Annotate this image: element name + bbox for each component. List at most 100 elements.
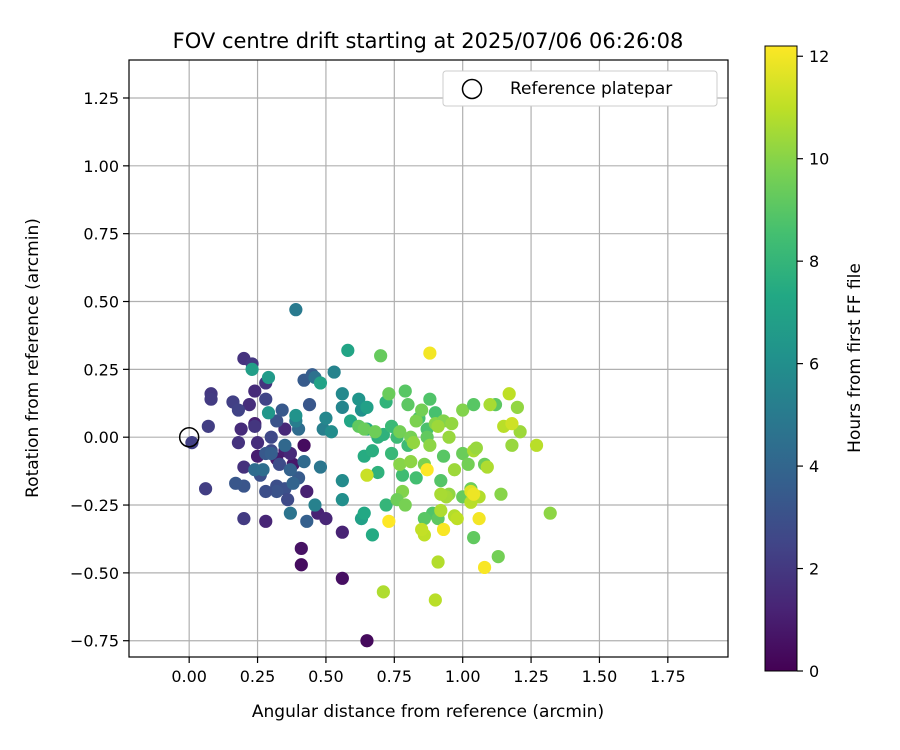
data-point <box>431 555 445 569</box>
colorbar-tick-label: 4 <box>809 457 819 476</box>
data-point <box>491 549 505 564</box>
data-point <box>371 465 385 480</box>
data-point <box>428 406 442 420</box>
legend-label-reference: Reference platepar <box>510 79 672 99</box>
data-point <box>467 398 481 412</box>
data-point <box>467 531 481 545</box>
colorbar-label: Hours from first FF file <box>845 263 865 453</box>
data-point <box>376 585 390 599</box>
legend-marker-reference <box>461 78 483 100</box>
y-tick-label: 0.25 <box>83 360 119 379</box>
data-point <box>300 514 314 528</box>
data-point <box>469 441 483 455</box>
data-point <box>313 460 328 474</box>
data-point <box>543 506 557 520</box>
data-point <box>229 476 243 490</box>
data-point <box>393 425 407 439</box>
x-tick-label: 0.00 <box>171 667 207 686</box>
data-point <box>201 419 215 433</box>
y-axis-label: Rotation from reference (arcmin) <box>23 218 43 498</box>
plot-frame <box>128 59 729 658</box>
data-point <box>283 506 297 520</box>
colorbar-tick-label: 6 <box>809 355 819 374</box>
data-point <box>256 463 270 477</box>
y-tick-label: 0.00 <box>83 428 119 447</box>
x-axis-label: Angular distance from reference (arcmin) <box>252 702 604 722</box>
data-point <box>231 436 246 450</box>
data-point <box>456 446 470 461</box>
data-point <box>472 512 486 526</box>
data-point <box>204 392 218 406</box>
data-point <box>510 400 524 414</box>
data-point <box>248 384 262 398</box>
data-point <box>513 425 527 439</box>
data-point <box>289 303 303 317</box>
data-point <box>278 438 292 452</box>
data-point <box>483 398 497 412</box>
data-point <box>248 419 262 433</box>
data-point <box>480 460 494 474</box>
data-points <box>185 303 557 648</box>
colorbar-tick-label: 12 <box>809 47 829 66</box>
data-point <box>250 436 265 450</box>
data-point <box>297 438 311 452</box>
data-point <box>450 512 464 526</box>
data-point <box>415 522 429 537</box>
data-point <box>434 487 448 501</box>
y-axis: −0.75 −0.50 −0.25 0.00 0.25 0.50 0.75 1.00 1.25 <box>70 89 129 651</box>
data-point <box>461 457 475 471</box>
data-point <box>431 419 445 433</box>
y-tick-label: −0.25 <box>70 496 119 515</box>
data-point <box>270 484 284 499</box>
data-point <box>259 392 273 406</box>
data-point <box>393 457 407 471</box>
data-point <box>447 463 462 477</box>
data-point <box>231 403 246 417</box>
data-point <box>360 634 374 648</box>
x-axis: 0.00 0.25 0.50 0.75 1.00 1.25 1.50 1.75 <box>171 657 686 686</box>
legend-box <box>442 70 718 107</box>
data-point <box>505 417 519 431</box>
data-point <box>436 522 451 537</box>
data-point <box>529 438 544 452</box>
data-point <box>234 422 248 436</box>
data-point <box>505 438 519 452</box>
y-tick-label: −0.75 <box>70 632 119 651</box>
colorbar-gradient <box>764 45 798 672</box>
data-point <box>494 487 508 501</box>
data-point <box>398 498 412 512</box>
data-point <box>398 384 412 398</box>
data-point <box>401 398 415 412</box>
data-point <box>335 571 349 585</box>
data-point <box>281 493 295 507</box>
data-point <box>360 400 374 414</box>
data-point <box>368 425 382 439</box>
data-point <box>428 593 442 607</box>
data-point <box>319 512 333 526</box>
data-point <box>341 343 355 357</box>
data-point <box>283 463 297 477</box>
data-point <box>456 403 470 417</box>
data-point <box>365 528 380 542</box>
data-point <box>420 463 434 477</box>
data-point <box>406 436 421 450</box>
x-tick-label: 1.25 <box>513 667 549 686</box>
data-point <box>415 403 429 417</box>
data-point <box>297 455 311 469</box>
chart-title: FOV centre drift starting at 2025/07/06 … <box>173 29 684 53</box>
data-point <box>502 387 516 401</box>
data-point <box>335 400 349 414</box>
y-tick-label: 0.50 <box>83 293 119 312</box>
y-tick-label: −0.50 <box>70 564 119 583</box>
data-point <box>434 503 448 518</box>
data-point <box>404 455 418 469</box>
x-tick-label: 1.50 <box>582 667 618 686</box>
data-point <box>327 365 341 379</box>
data-point <box>259 484 273 499</box>
colorbar-tick-label: 8 <box>809 252 819 271</box>
y-tick-label: 0.75 <box>83 225 119 244</box>
data-point <box>417 512 431 526</box>
data-point <box>324 425 339 439</box>
y-tick-label: 1.25 <box>83 89 119 108</box>
